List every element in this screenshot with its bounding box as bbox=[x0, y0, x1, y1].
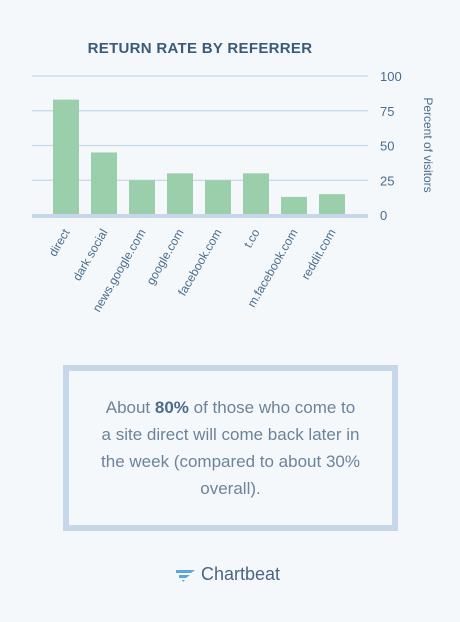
x-axis-baseline bbox=[32, 214, 368, 218]
chart-title: RETURN RATE BY REFERRER bbox=[87, 40, 313, 57]
y-tick-label: 75 bbox=[380, 104, 394, 119]
brand-footer: Chartbeat bbox=[174, 564, 280, 585]
chartbeat-logo-icon bbox=[176, 569, 195, 582]
bar-reddit-com bbox=[319, 194, 345, 215]
x-tick-label: dark social bbox=[70, 227, 111, 284]
bar-google-com bbox=[167, 173, 193, 215]
y-tick-label: 25 bbox=[380, 173, 394, 188]
bar-m-facebook-com bbox=[281, 196, 307, 215]
bar-facebook-com bbox=[205, 180, 231, 215]
y-tick-label: 0 bbox=[380, 208, 387, 223]
x-tick-label: t.co bbox=[241, 226, 263, 250]
x-tick-label: reddit.com bbox=[298, 227, 338, 283]
bar-direct bbox=[53, 99, 79, 215]
bar-dark-social bbox=[91, 152, 117, 215]
bar-news-google-com bbox=[129, 180, 155, 215]
summary-highlight: 80% bbox=[154, 398, 189, 417]
bar-chart: 0 25 50 75 100 Percent of visitors directdark … bbox=[32, 69, 435, 314]
summary-text: About 80% of those who come to a site di… bbox=[101, 398, 360, 498]
y-tick-label: 100 bbox=[380, 69, 402, 84]
brand-name: Chartbeat bbox=[201, 564, 281, 584]
bar-t-co bbox=[243, 173, 269, 215]
y-axis-title: Percent of visitors bbox=[421, 97, 435, 192]
x-tick-label: google.com bbox=[143, 227, 186, 288]
summary-callout: About 80% of those who come to a site di… bbox=[63, 365, 398, 531]
x-tick-label: direct bbox=[46, 226, 73, 259]
y-tick-label: 50 bbox=[380, 139, 394, 154]
